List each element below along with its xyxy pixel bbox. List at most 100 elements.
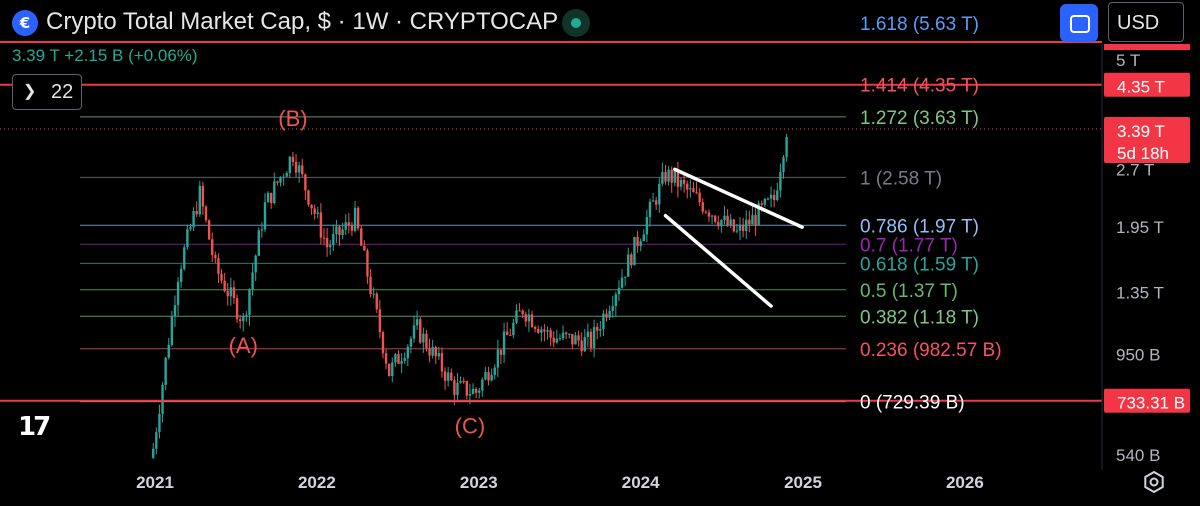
candle-body (412, 325, 416, 339)
candle-body (636, 237, 639, 247)
indicator-count: 22 (51, 81, 74, 103)
candle-body (316, 212, 319, 214)
candle-body (627, 254, 630, 277)
candle-body (164, 357, 167, 385)
candle-body (276, 181, 279, 183)
candle-body (254, 255, 257, 273)
crypto-logo-icon: € (12, 10, 38, 36)
candle-body (645, 217, 649, 235)
candle-body (291, 156, 295, 162)
market-status-dot-icon[interactable] (562, 9, 590, 37)
candle-body (229, 287, 233, 297)
fib-label-1: 1 (2.58 T) (860, 168, 942, 189)
x-tick-label-2023: 2023 (460, 473, 498, 492)
candle-body (403, 358, 406, 361)
candle-body (428, 348, 431, 356)
candle-body (425, 333, 428, 349)
candle-body (505, 331, 509, 336)
time-axis[interactable]: 2021 2022 2023 2024 2025 2026 (136, 473, 984, 492)
candle-body (571, 333, 574, 345)
candle-body (481, 379, 484, 391)
candle-body (440, 353, 444, 372)
compare-icon[interactable] (1060, 4, 1098, 42)
candle-body (574, 335, 577, 345)
candle-body (651, 200, 655, 202)
candle-body (431, 347, 434, 356)
candle-body (195, 210, 198, 215)
candle-body (583, 337, 586, 352)
candle-body (301, 165, 304, 175)
candle-body (384, 353, 388, 364)
candle-body (689, 188, 692, 190)
candle-body (537, 328, 540, 333)
candle-body (620, 277, 624, 288)
fib-labels: 1.618 (5.63 T) 1.414 (4.35 T) 1.272 (3.63 … (860, 14, 1002, 414)
candle-body (251, 272, 254, 290)
candle-body (608, 310, 611, 318)
price-axis[interactable]: 5 T 2.7 T 1.95 T 1.35 T 950 B 540 B 4.35 T 3.39… (1101, 44, 1190, 470)
candle-body (434, 347, 437, 357)
chart-title: Crypto Total Market Cap, $ · 1W · CRYPTO… (46, 8, 559, 35)
candle-body (741, 224, 745, 231)
x-tick-label-2021: 2021 (136, 473, 174, 492)
candle-body (350, 225, 354, 231)
y-tick-label: 540 B (1116, 446, 1160, 465)
candle-body (707, 212, 711, 217)
x-tick-label-2026: 2026 (946, 473, 984, 492)
tradingview-logo-icon[interactable]: 17 (18, 412, 51, 442)
indicators-collapse-button[interactable]: ❯ 22 (12, 74, 82, 110)
badge-4-35t-bg (1104, 72, 1190, 97)
candle-body (238, 319, 242, 322)
fib-label-1.618: 1.618 (5.63 T) (860, 14, 979, 35)
gear-icon[interactable] (1142, 470, 1166, 494)
candle-body (496, 349, 500, 368)
candle-body (530, 314, 534, 328)
candle-body (409, 338, 413, 347)
fib-label-0.786: 0.786 (1.97 T) (860, 216, 979, 237)
candle-body (502, 331, 506, 355)
candle-body (285, 172, 288, 177)
candle-body (471, 388, 475, 394)
candle-body (617, 287, 621, 295)
candle-body (260, 229, 264, 231)
wave-labels: (A) (B) (C) (229, 106, 486, 439)
candle-body (558, 338, 562, 340)
candle-body (670, 169, 673, 183)
currency-select[interactable]: USD (1108, 2, 1184, 42)
candle-body (363, 245, 366, 251)
candle-body (372, 293, 375, 295)
candle-body (186, 229, 189, 248)
candle-body (760, 203, 763, 205)
candle-body (766, 198, 770, 200)
candle-body (654, 200, 658, 205)
candle-body (614, 294, 618, 307)
candle-body (263, 202, 267, 230)
current-price-badge-text: 3.39 T (1117, 122, 1165, 141)
candle-body (304, 174, 307, 191)
candle-body (776, 190, 779, 200)
candle-body (297, 165, 301, 173)
candle-body (456, 382, 459, 396)
candle-body (769, 194, 773, 199)
candle-body (596, 326, 599, 331)
wave-label-2: (C) (455, 413, 486, 438)
candle-body (332, 233, 335, 245)
fib-label-0.7: 0.7 (1.77 T) (860, 235, 958, 256)
candle-body (406, 346, 410, 359)
candle-body (397, 354, 400, 364)
candle-body (391, 362, 394, 377)
candle-body (713, 215, 717, 222)
wave-label-1: (B) (278, 106, 307, 131)
candle-body (450, 372, 453, 381)
candle-body (204, 206, 208, 221)
candle-body (378, 309, 382, 333)
candle-body (279, 177, 282, 183)
candle-body (686, 183, 689, 190)
candle-body (152, 448, 155, 458)
candle-body (223, 280, 226, 292)
price-change-readout: 3.39 T +2.15 B (+0.06%) (12, 46, 198, 65)
candle-body (478, 390, 481, 393)
candle-body (779, 171, 782, 191)
candle-body (552, 337, 555, 343)
